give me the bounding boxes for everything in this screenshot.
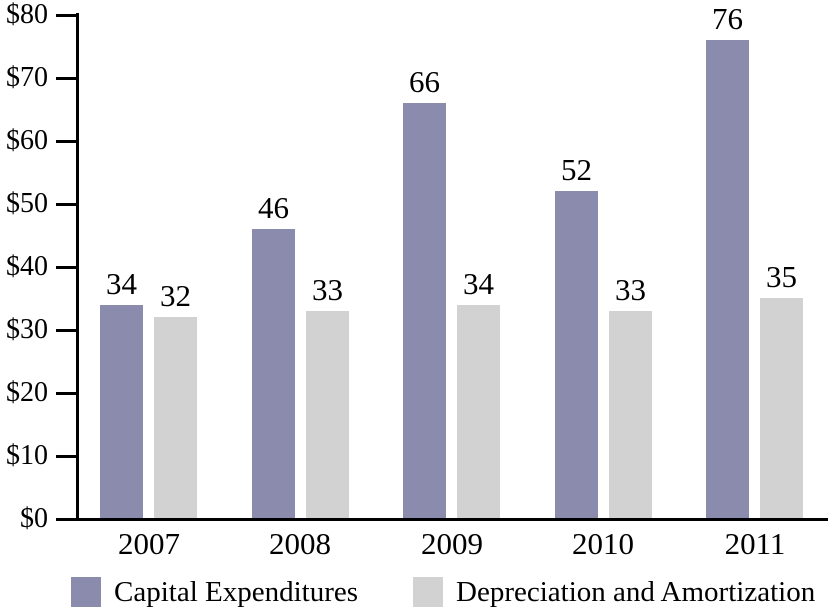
bar-capital-expenditures-2009 xyxy=(403,103,446,519)
bar-value-label: 35 xyxy=(766,259,797,294)
x-axis-category-label: 2007 xyxy=(118,526,180,561)
y-axis-tick-line xyxy=(56,140,76,143)
bar-value-label: 66 xyxy=(409,64,440,99)
y-axis-tick-line xyxy=(56,14,76,17)
bar-depreciation-and-amortization-2008 xyxy=(306,311,349,519)
bar-depreciation-and-amortization-2009 xyxy=(457,305,500,519)
y-axis-tick-label: $40 xyxy=(6,251,48,282)
y-axis-tick-label: $80 xyxy=(6,0,48,30)
y-axis-tick-line xyxy=(56,203,76,206)
bar-capital-expenditures-2008 xyxy=(252,229,295,519)
y-axis-tick-label: $70 xyxy=(6,62,48,93)
legend-label: Depreciation and Amortization xyxy=(456,576,816,608)
bar-value-label: 34 xyxy=(106,266,137,301)
bar-depreciation-and-amortization-2011 xyxy=(760,298,803,519)
x-axis-category-label: 2009 xyxy=(421,526,483,561)
y-axis-line xyxy=(76,13,79,521)
y-axis-tick-label: $10 xyxy=(6,440,48,471)
legend-swatch xyxy=(413,577,444,607)
bar-depreciation-and-amortization-2010 xyxy=(609,311,652,519)
bar-value-label: 32 xyxy=(160,278,191,313)
bar-value-label: 46 xyxy=(258,190,289,225)
legend-swatch xyxy=(71,577,101,607)
bar-value-label: 33 xyxy=(312,272,343,307)
bar-capital-expenditures-2011 xyxy=(706,40,749,519)
y-axis-tick-label: $0 xyxy=(20,503,48,534)
y-axis-tick-label: $30 xyxy=(6,314,48,345)
legend-label: Capital Expenditures xyxy=(114,576,359,608)
legend-item: Capital Expenditures xyxy=(71,576,358,608)
bar-value-label: 76 xyxy=(712,1,743,36)
legend: Capital Expenditures Depreciation and Amo… xyxy=(71,576,815,608)
y-axis-tick-label: $60 xyxy=(6,125,48,156)
y-axis-tick-line xyxy=(56,266,76,269)
legend-item: Depreciation and Amortization xyxy=(413,576,815,608)
y-axis-tick-line xyxy=(56,455,76,458)
bar-depreciation-and-amortization-2007 xyxy=(154,317,197,519)
bar-value-label: 52 xyxy=(561,152,592,187)
bar-capital-expenditures-2007 xyxy=(100,305,143,519)
y-axis-tick-line xyxy=(56,329,76,332)
y-axis-tick-label: $50 xyxy=(6,188,48,219)
y-axis-tick-line xyxy=(56,392,76,395)
bar-value-label: 34 xyxy=(463,266,494,301)
bar-capital-expenditures-2010 xyxy=(555,191,598,519)
x-axis-category-label: 2008 xyxy=(269,526,331,561)
x-axis-category-label: 2011 xyxy=(724,526,786,561)
y-axis-tick-label: $20 xyxy=(6,377,48,408)
y-axis-tick-line xyxy=(56,77,76,80)
x-axis-line xyxy=(56,518,828,521)
x-axis-category-label: 2010 xyxy=(572,526,634,561)
bar-value-label: 33 xyxy=(615,272,646,307)
